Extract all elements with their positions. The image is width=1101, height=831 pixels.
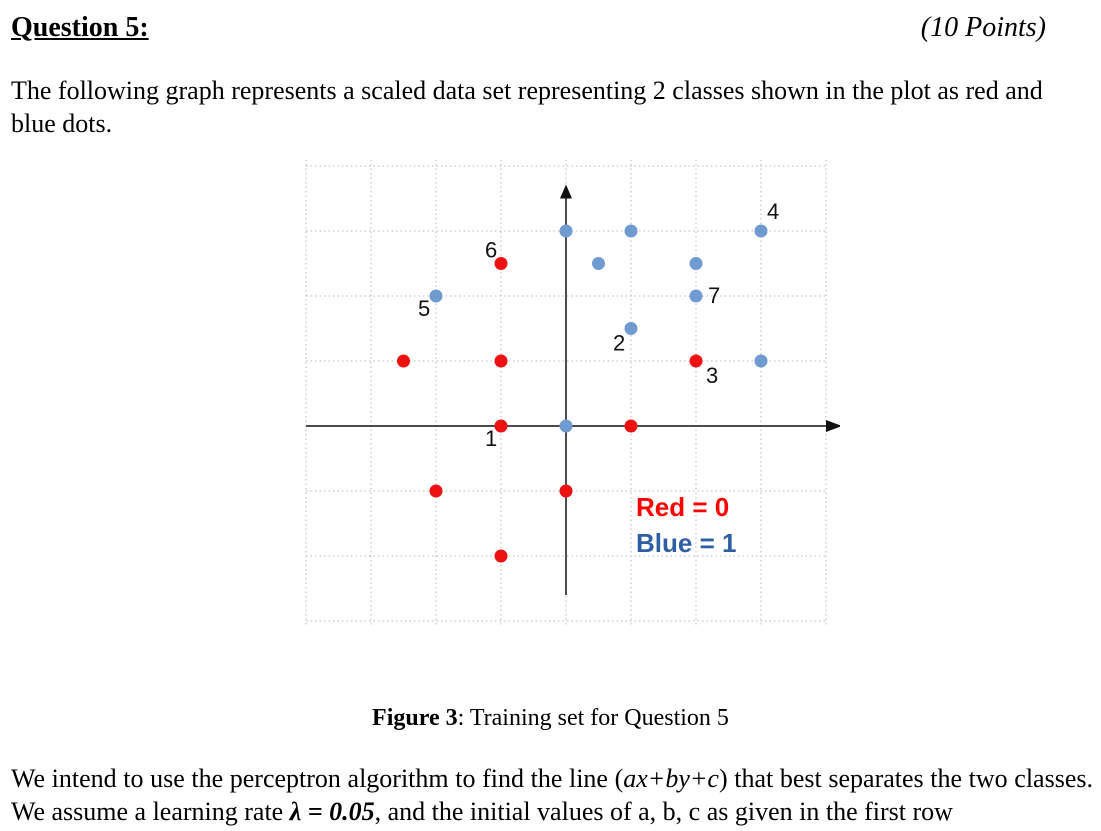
figure-label: Figure 3 <box>372 705 458 731</box>
legend-blue: Blue = 1 <box>636 528 736 558</box>
red-point <box>559 484 573 498</box>
point-label: 2 <box>613 331 625 356</box>
chart-axes <box>306 184 840 595</box>
point-label: 4 <box>767 199 779 224</box>
blue-point <box>754 224 768 238</box>
question-title: Question 5: <box>11 12 149 43</box>
blue-point <box>559 224 573 238</box>
blue-point <box>754 354 768 368</box>
line-expression: ax+by+c <box>623 764 719 793</box>
point-label: 5 <box>418 296 430 321</box>
blue-point <box>429 289 443 303</box>
blue-point <box>592 257 605 270</box>
body-paragraph: We intend to use the perceptron algorith… <box>11 762 1093 828</box>
legend-red: Red = 0 <box>636 492 729 522</box>
intro-paragraph: The following graph represents a scaled … <box>11 76 1043 138</box>
scatter-chart: 6 1 3 4 7 5 2 Red = 0 Blue = 1 <box>305 160 840 628</box>
chart-points <box>397 224 768 563</box>
point-label: 6 <box>485 238 497 263</box>
body-part1: We intend to use the perceptron algorith… <box>11 764 624 793</box>
blue-point <box>624 224 638 238</box>
body-part3: , and the initial values of a, b, c as g… <box>374 797 953 826</box>
learning-rate: λ = 0.05 <box>289 797 375 826</box>
y-axis-arrow <box>560 184 572 199</box>
red-point <box>494 257 508 270</box>
red-point <box>397 354 410 368</box>
blue-point <box>559 419 573 433</box>
figure-caption: Figure 3: Training set for Question 5 <box>0 705 1101 732</box>
red-point <box>689 354 703 368</box>
blue-point <box>689 289 703 303</box>
red-point <box>624 419 638 433</box>
question-points: (10 Points) <box>920 12 1046 43</box>
point-labels: 6 1 3 4 7 5 2 <box>418 199 779 451</box>
blue-point <box>624 322 638 335</box>
red-point <box>429 484 443 498</box>
blue-point <box>689 257 703 270</box>
point-label: 3 <box>706 363 718 388</box>
x-axis-arrow <box>826 420 840 432</box>
point-label: 7 <box>708 283 720 308</box>
red-point <box>494 549 508 563</box>
red-point <box>494 354 508 368</box>
body-part2: ) that best separates the two classes. W… <box>11 764 1093 826</box>
point-label: 1 <box>485 426 497 451</box>
figure-caption-text: : Training set for Question 5 <box>457 705 729 731</box>
scatter-figure: 6 1 3 4 7 5 2 Red = 0 Blue = 1 <box>300 160 840 650</box>
red-point <box>494 419 508 433</box>
